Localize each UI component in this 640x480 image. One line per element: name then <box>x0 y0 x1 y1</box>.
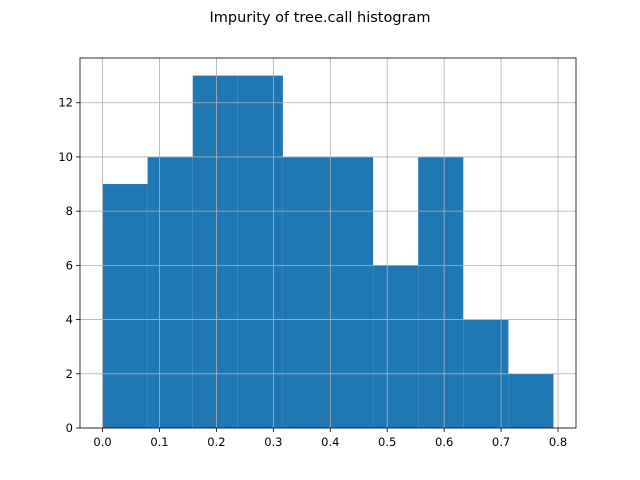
y-tick-label: 4 <box>66 313 73 327</box>
x-tick-label: 0.5 <box>378 435 396 449</box>
x-tick-label: 0.6 <box>435 435 453 449</box>
histogram-bar <box>328 156 374 428</box>
y-tick-label: 2 <box>66 367 73 381</box>
y-tick-label: 12 <box>58 96 73 110</box>
x-tick-label: 0.1 <box>150 435 168 449</box>
x-tick-label: 0.7 <box>492 435 510 449</box>
bars <box>102 75 554 428</box>
y-tick-label: 0 <box>66 421 73 435</box>
chart-title: Impurity of tree.call histogram <box>209 10 430 26</box>
x-tick-label: 0.0 <box>93 435 111 449</box>
histogram-bar <box>373 265 419 428</box>
x-axis: 0.0 0.1 0.2 0.3 0.4 0.5 0.6 0.7 0.8 <box>93 428 567 449</box>
plot-frame <box>79 57 577 429</box>
histogram-bar <box>102 184 148 428</box>
y-tick-label: 10 <box>58 150 73 164</box>
histogram-bar <box>147 156 193 428</box>
histogram-bar <box>508 373 554 428</box>
histogram-bar <box>282 156 328 428</box>
x-tick-label: 0.3 <box>264 435 282 449</box>
histogram-bar <box>237 75 283 428</box>
y-axis: 0 2 4 6 8 10 12 <box>58 96 80 435</box>
y-tick-label: 8 <box>66 204 73 218</box>
x-tick-label: 0.4 <box>321 435 339 449</box>
y-tick-label: 6 <box>66 258 73 272</box>
histogram-bar <box>418 156 464 428</box>
x-tick-label: 0.2 <box>207 435 225 449</box>
histogram-bar <box>192 75 238 428</box>
x-tick-label: 0.8 <box>549 435 567 449</box>
